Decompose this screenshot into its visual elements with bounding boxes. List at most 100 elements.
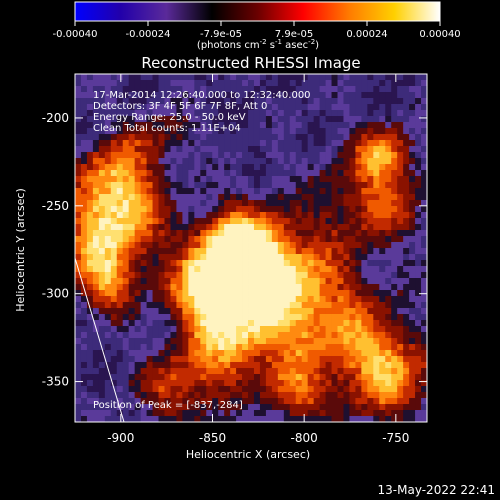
heatmap-pixel [152, 158, 159, 165]
heatmap-pixel [110, 104, 118, 111]
heatmap-pixel [92, 344, 100, 351]
heatmap-pixel [415, 386, 422, 393]
heatmap-pixel [355, 230, 362, 237]
heatmap-pixel [343, 416, 350, 422]
heatmap-pixel [176, 206, 183, 213]
heatmap-pixel [134, 344, 142, 351]
heatmap-pixel [152, 368, 159, 375]
heatmap-pixel [319, 296, 326, 303]
heatmap-pixel [361, 320, 368, 327]
heatmap-pixel [403, 104, 410, 111]
heatmap-pixel [319, 308, 326, 315]
heatmap-pixel [242, 200, 249, 207]
heatmap-pixel [385, 332, 392, 339]
heatmap-pixel [230, 410, 237, 417]
heatmap-pixel [373, 404, 380, 411]
heatmap-pixel [212, 356, 219, 363]
heatmap-pixel [194, 416, 201, 422]
heatmap-pixel [259, 86, 267, 93]
heatmap-pixel [337, 350, 344, 357]
heatmap-pixel [248, 284, 255, 291]
heatmap-pixel [253, 392, 261, 399]
heatmap-pixel [295, 392, 303, 399]
heatmap-pixel [194, 338, 201, 345]
heatmap-pixel [242, 230, 249, 237]
heatmap-pixel [206, 104, 213, 111]
heatmap-pixel [367, 350, 374, 357]
heatmap-pixel [75, 110, 82, 117]
heatmap-pixel [367, 248, 374, 255]
heatmap-pixel [206, 284, 213, 291]
heatmap-pixel [248, 416, 255, 422]
heatmap-pixel [134, 140, 142, 147]
heatmap-pixel [259, 140, 267, 147]
heatmap-pixel [361, 158, 368, 165]
heatmap-pixel [128, 266, 136, 273]
heatmap-pixel [295, 416, 303, 422]
heatmap-pixel [158, 98, 165, 105]
heatmap-pixel [194, 320, 201, 327]
colorbar-tick-label: 0.00040 [419, 29, 460, 40]
heatmap-pixel [415, 302, 422, 309]
heatmap-pixel [164, 254, 171, 261]
heatmap-pixel [355, 182, 362, 189]
heatmap-pixel [224, 374, 231, 381]
heatmap-pixel [104, 248, 112, 255]
heatmap-pixel [343, 308, 350, 315]
heatmap-pixel [98, 314, 106, 321]
heatmap-pixel [164, 392, 171, 399]
heatmap-pixel [265, 116, 273, 123]
heatmap-pixel [218, 308, 225, 315]
heatmap-pixel [206, 176, 213, 183]
heatmap-pixel [122, 158, 130, 165]
heatmap-pixel [415, 164, 422, 171]
heatmap-pixel [361, 332, 368, 339]
heatmap-pixel [271, 386, 279, 393]
heatmap-pixel [421, 326, 427, 333]
heatmap-pixel [146, 122, 153, 129]
heatmap-pixel [134, 92, 142, 99]
heatmap-pixel [349, 398, 356, 405]
heatmap-pixel [343, 284, 350, 291]
heatmap-pixel [206, 272, 213, 279]
heatmap-pixel [116, 122, 124, 129]
heatmap-pixel [146, 134, 153, 141]
heatmap-pixel [319, 260, 326, 267]
heatmap-pixel [289, 332, 297, 339]
heatmap-pixel [349, 116, 356, 123]
heatmap-pixel [343, 146, 350, 153]
heatmap-pixel [200, 254, 207, 261]
heatmap-pixel [385, 380, 392, 387]
heatmap-pixel [170, 146, 177, 153]
heatmap-pixel [98, 320, 106, 327]
heatmap-pixel [307, 188, 315, 195]
heatmap-pixel [301, 140, 309, 147]
heatmap-pixel [409, 182, 416, 189]
heatmap-pixel [206, 374, 213, 381]
heatmap-pixel [343, 116, 350, 123]
heatmap-pixel [391, 74, 398, 81]
y-tick-label: -300 [42, 287, 69, 301]
heatmap-pixel [146, 92, 153, 99]
heatmap-pixel [367, 236, 374, 243]
heatmap-pixel [152, 152, 159, 159]
heatmap-pixel [301, 278, 309, 285]
heatmap-pixel [301, 122, 309, 129]
heatmap-pixel [200, 206, 207, 213]
heatmap-pixel [230, 74, 237, 81]
heatmap-pixel [176, 344, 183, 351]
heatmap-pixel [182, 164, 189, 171]
heatmap-pixel [110, 182, 118, 189]
heatmap-pixel [122, 404, 130, 411]
heatmap-pixel [98, 416, 106, 422]
heatmap-pixel [379, 320, 386, 327]
heatmap-pixel [170, 212, 177, 219]
heatmap-pixel [391, 344, 398, 351]
heatmap-pixel [379, 386, 386, 393]
heatmap-pixel [265, 368, 273, 375]
heatmap-pixel [253, 122, 261, 129]
heatmap-pixel [403, 176, 410, 183]
heatmap-pixel [104, 188, 112, 195]
heatmap-pixel [176, 266, 183, 273]
heatmap-pixel [331, 170, 338, 177]
